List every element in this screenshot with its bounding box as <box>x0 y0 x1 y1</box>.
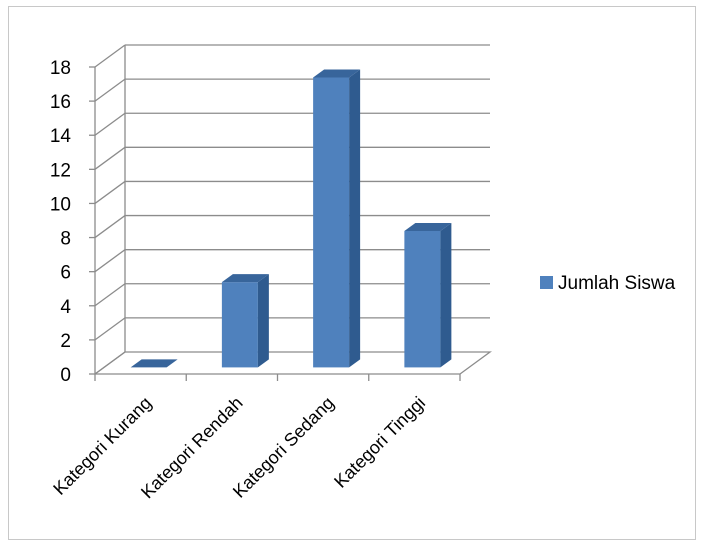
gridline-side <box>94 180 126 204</box>
y-tick-label: 2 <box>60 331 71 352</box>
gridline-side <box>94 215 126 239</box>
bar-top <box>130 359 178 368</box>
floor-plane <box>94 351 492 375</box>
bar-side <box>349 69 361 368</box>
gridline-side <box>94 112 126 136</box>
bar <box>313 69 361 368</box>
y-tick-label: 18 <box>50 58 71 79</box>
gridline-side <box>94 317 126 341</box>
bar-top <box>404 222 452 231</box>
y-tick-label: 12 <box>50 160 71 181</box>
y-tick-label: 6 <box>60 263 71 284</box>
y-tick-label: 8 <box>60 229 71 250</box>
bar <box>404 222 452 368</box>
gridline-side <box>94 283 126 307</box>
y-axis-ticks: 0 2 4 6 8 10 12 14 16 18 <box>50 58 95 386</box>
gridline-side <box>94 146 126 170</box>
legend-label: Jumlah Siswa <box>558 273 676 294</box>
gridline-side <box>94 44 126 68</box>
gridline-side <box>94 78 126 102</box>
bar-top <box>221 274 269 283</box>
gridline-side <box>94 249 126 273</box>
bar-side <box>257 274 269 368</box>
bars <box>130 69 452 368</box>
bar <box>221 274 269 368</box>
y-tick-label: 4 <box>60 297 71 318</box>
bar-front <box>313 77 350 368</box>
y-tick-label: 16 <box>50 92 71 113</box>
bar-front <box>221 282 258 368</box>
bar-top <box>313 69 361 78</box>
x-tick-label: Kategori Sedang <box>229 393 338 502</box>
legend: Jumlah Siswa <box>540 273 676 294</box>
bar <box>130 359 178 368</box>
x-tick-label: Kategori Kurang <box>49 393 155 499</box>
y-tick-label: 14 <box>50 126 72 147</box>
y-tick-label: 10 <box>50 194 71 215</box>
x-tick-label: Kategori Tinggi <box>330 393 429 492</box>
bar-side <box>440 222 452 368</box>
axes <box>94 45 492 375</box>
legend-swatch <box>540 276 553 289</box>
y-tick-label: 0 <box>60 365 71 386</box>
bar-front <box>404 230 441 368</box>
